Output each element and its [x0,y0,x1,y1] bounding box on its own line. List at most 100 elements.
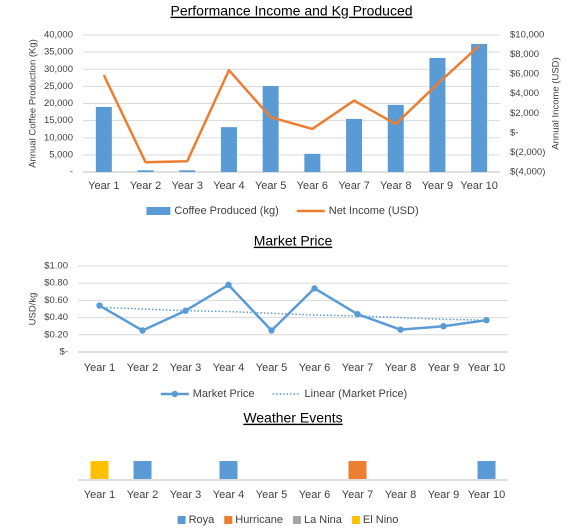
legend-swatch-marker [171,390,178,398]
x-tick-label: Year 3 [172,180,203,192]
bar [387,104,404,172]
legend-label: Roya [189,514,216,526]
chart-title: Performance Income and Kg Produced [170,3,412,19]
x-tick-label: Year 5 [256,489,287,501]
y-tick-label: $0.60 [44,295,68,306]
x-tick-label: Year 10 [468,489,506,501]
event-marker [477,461,496,479]
x-tick-label: Year 8 [385,362,416,374]
x-tick-label: Year 5 [256,362,287,374]
bar [471,43,488,172]
x-tick-label: Year 2 [127,489,158,501]
y-axis-label: Annual Coffee Production (Kg) [28,39,39,168]
data-line [102,44,480,164]
y-axis-label: USD/kg [28,293,39,326]
bar [179,170,196,172]
y-tick-label: $0.80 [44,278,68,289]
x-tick-label: Year 4 [213,362,244,374]
y-tick-label: 10,000 [44,132,73,143]
legend: Coffee Produced (kg) Net Income (USD) [146,205,419,217]
y-tick-label: 40,000 [44,30,73,41]
x-tick-label: Year 4 [213,180,244,192]
y-tick-label: 35,000 [44,47,73,58]
y2-tick-label: $2,000 [510,108,539,119]
data-point [397,326,404,333]
x-tick-label: Year 1 [84,362,115,374]
x-tick-label: Year 8 [380,180,411,192]
x-tick-label: Year 6 [299,362,330,374]
event-marker [133,461,152,479]
data-point [139,327,146,334]
x-tick-label: Year 9 [422,180,453,192]
y-tick-label: $1.00 [44,261,68,272]
x-tick-label: Year 3 [170,362,201,374]
legend-swatch [224,516,233,524]
x-tick-label: Year 2 [130,180,161,192]
y-tick-label: $0.20 [44,329,68,340]
y-tick-label: $0.40 [44,312,68,323]
y2-tick-label: $(2,000) [510,147,545,158]
y-tick-label: 5,000 [49,149,73,160]
x-tick-label: Year 5 [255,180,286,192]
x-tick-label: Year 9 [428,489,459,501]
event-marker [348,461,367,479]
data-line [98,283,487,332]
x-tick-label: Year 2 [127,362,158,374]
bar [304,153,321,172]
y-tick-label: 15,000 [44,115,73,126]
x-tick-label: Year 6 [297,180,328,192]
legend: Market Price Linear (Market Price) [160,388,408,400]
bar [95,106,112,172]
legend-label: Coffee Produced (kg) [174,205,278,217]
legend-label: El Nino [363,514,398,526]
event-marker [219,461,238,479]
x-tick-label: Year 9 [428,362,459,374]
bar [220,127,237,172]
chart-title: Weather Events [243,410,342,426]
bar [346,118,363,172]
bar [262,86,279,172]
y-tick-label: 20,000 [44,98,73,109]
data-point [440,323,447,330]
x-tick-label: Year 10 [468,362,506,374]
data-point [225,281,232,289]
y2-tick-label: $6,000 [510,69,539,80]
data-point [182,307,189,314]
legend-label: Market Price [193,388,255,400]
x-tick-label: Year 10 [460,180,498,192]
data-line [99,306,487,321]
legend-label: Net Income (USD) [329,205,419,217]
data-point [483,316,490,324]
legend-swatch [292,516,301,524]
data-point [311,285,318,292]
x-tick-label: Year 3 [170,489,201,501]
bar [429,57,446,173]
legend: Roya Hurricane La Nina El Nino [177,514,398,526]
data-point [268,327,275,334]
y-tick-label: - [70,167,73,178]
bar [137,170,154,172]
event-marker [90,461,109,479]
legend-swatch [146,207,171,215]
y-tick-label: 30,000 [44,64,73,75]
y2-tick-label: $4,000 [510,88,539,99]
y2-tick-label: $- [510,127,518,138]
legend-swatch [177,516,186,524]
y-tick-label: $- [60,347,68,358]
x-tick-label: Year 1 [84,489,115,501]
x-tick-label: Year 7 [342,362,373,374]
y2-tick-label: $8,000 [510,49,539,60]
legend-label: Linear (Market Price) [305,388,408,400]
x-tick-label: Year 6 [299,489,330,501]
y2-tick-label: $10,000 [510,30,544,41]
y2-axis-label: Annual Income (USD) [551,57,562,149]
data-point [96,302,103,309]
x-tick-label: Year 7 [342,489,373,501]
x-tick-label: Year 8 [385,489,416,501]
legend-label: La Nina [304,514,343,526]
x-tick-label: Year 1 [88,180,119,192]
legend-label: Hurricane [235,514,283,526]
y2-tick-label: $(4,000) [510,167,545,178]
chart-title: Market Price [254,233,333,249]
